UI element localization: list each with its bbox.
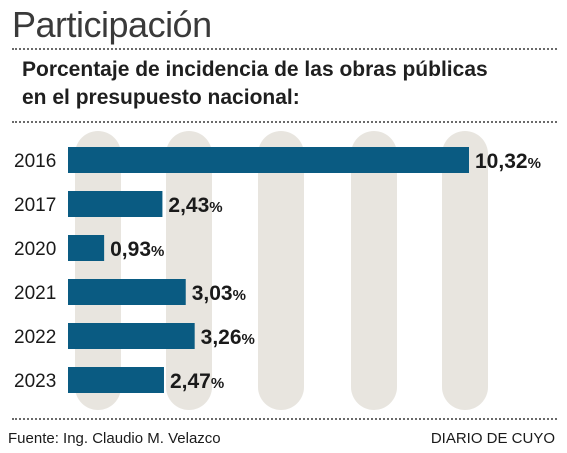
bar (68, 191, 163, 217)
category-label: 2020 (14, 239, 56, 260)
page-title: Participación (12, 4, 212, 45)
bar (68, 235, 105, 261)
bar (68, 279, 186, 305)
background-column-4 (351, 131, 397, 410)
category-label: 2022 (14, 327, 56, 348)
value-label: 2,47% (170, 370, 224, 393)
subtitle-line-2: en el presupuesto nacional: (22, 86, 300, 109)
publisher-brand: DIARIO DE CUYO (430, 430, 555, 447)
category-label: 2016 (14, 151, 56, 172)
value-label: 3,03% (192, 282, 246, 305)
bar (68, 367, 164, 393)
bottom-divider (12, 418, 557, 420)
value-label: 10,32% (475, 150, 541, 173)
background-column-5 (442, 131, 488, 410)
category-label: 2021 (14, 283, 56, 304)
category-label: 2023 (14, 371, 56, 392)
value-label: 3,26% (201, 326, 255, 349)
subtitle-line-1: Porcentaje de incidencia de las obras pú… (22, 58, 488, 81)
top-divider (12, 48, 557, 50)
bar (68, 323, 195, 349)
value-label: 0,93% (110, 238, 164, 261)
source-note: Fuente: Ing. Claudio M. Velazco (8, 430, 221, 447)
background-column-3 (258, 131, 304, 410)
category-label: 2017 (14, 195, 56, 216)
bar (68, 147, 469, 173)
chart-subtitle: Porcentaje de incidencia de las obras pú… (22, 56, 552, 112)
value-label: 2,43% (168, 194, 222, 217)
chart-top-divider (12, 121, 557, 123)
